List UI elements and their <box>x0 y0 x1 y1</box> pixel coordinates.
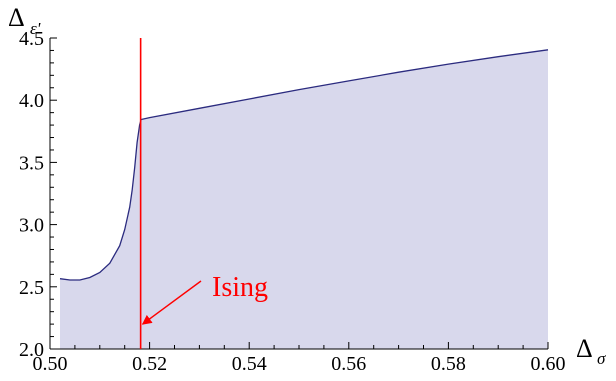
y-tick-label: 2.0 <box>19 339 44 361</box>
x-axis-title-sub: σ <box>597 349 606 368</box>
y-axis-title-main: Δ <box>8 3 25 32</box>
allowed-region <box>60 49 548 350</box>
y-axis-title: Δ ε' <box>8 3 41 38</box>
x-ticks: 0.50 0.52 0.54 0.56 0.58 0.60 <box>33 342 566 375</box>
x-tick-label: 0.60 <box>531 353 566 375</box>
x-tick-label: 0.58 <box>431 353 466 375</box>
x-tick-label: 0.56 <box>331 353 366 375</box>
y-tick-label: 3.5 <box>19 152 44 174</box>
ising-annotation-label: Ising <box>212 272 268 303</box>
y-tick-label: 3.0 <box>19 215 44 237</box>
x-axis-title: Δ σ <box>576 334 606 368</box>
x-axis-title-main: Δ <box>576 334 593 363</box>
y-tick-label: 4.0 <box>19 90 44 112</box>
y-tick-label: 2.5 <box>19 277 44 299</box>
y-axis-title-sub: ε' <box>30 19 41 38</box>
x-tick-label: 0.52 <box>132 353 167 375</box>
y-tick-label: 4.5 <box>19 28 44 50</box>
ising-annotation-arrow <box>141 280 202 325</box>
x-tick-label: 0.54 <box>232 353 267 375</box>
y-ticks: 2.0 2.5 3.0 3.5 4.0 4.5 <box>19 28 57 361</box>
boundary-curve <box>59 49 549 281</box>
x-tick-label: 0.50 <box>33 353 68 375</box>
